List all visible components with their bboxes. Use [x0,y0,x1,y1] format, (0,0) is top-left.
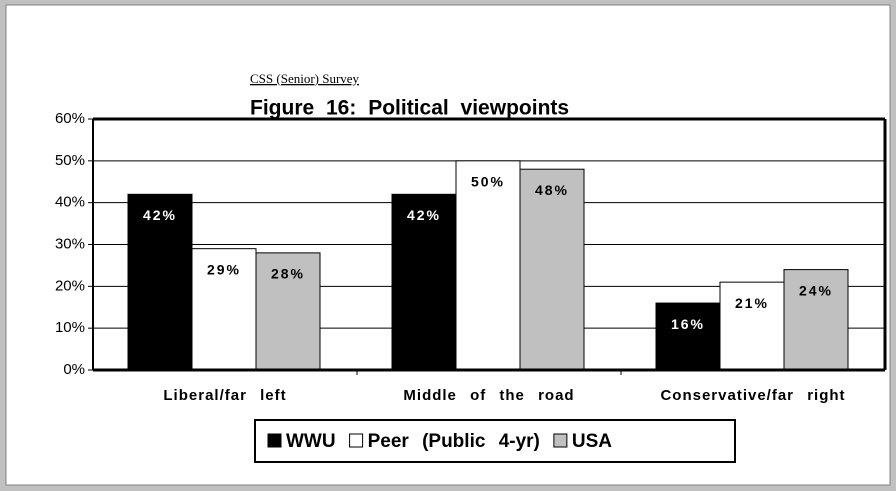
data-label: 21% [735,295,769,311]
x-tick-label: Middle of the road [403,387,574,404]
y-tick-label: 40% [55,194,85,211]
chart-title: Figure 16: Political viewpoints [250,97,569,120]
data-label: 42% [143,207,177,223]
data-label: 24% [799,282,833,298]
data-label: 42% [407,207,441,223]
x-tick-label: Conservative/far right [660,387,845,404]
bar [655,302,721,371]
data-label: 50% [471,174,505,190]
legend-label: WWU [286,431,336,452]
data-label: 28% [271,266,305,282]
legend-swatch [267,433,282,448]
y-tick-label: 60% [55,110,85,127]
legend-box [254,419,736,463]
bar [455,160,521,371]
bar [783,269,849,371]
chart-subtitle: CSS (Senior) Survey [250,71,360,86]
legend: WWU Peer (Public 4-yr) USA [254,419,736,463]
legend-swatch [553,433,568,448]
legend-swatch [349,433,364,448]
legend-label: Peer (Public 4-yr) [368,431,540,452]
bar [191,248,257,371]
bar [255,252,321,371]
y-tick-label: 50% [55,152,85,169]
y-tick-label: 30% [55,235,85,252]
y-tick-label: 20% [55,277,85,294]
legend-label: USA [572,431,612,452]
bar [127,193,193,371]
x-tick-label: Liberal/far left [163,387,286,404]
data-label: 29% [207,261,241,277]
y-tick-label: 10% [55,319,85,336]
y-tick-label: 0% [63,361,85,378]
data-label: 16% [671,316,705,332]
data-label: 48% [535,182,569,198]
bar [519,168,585,371]
